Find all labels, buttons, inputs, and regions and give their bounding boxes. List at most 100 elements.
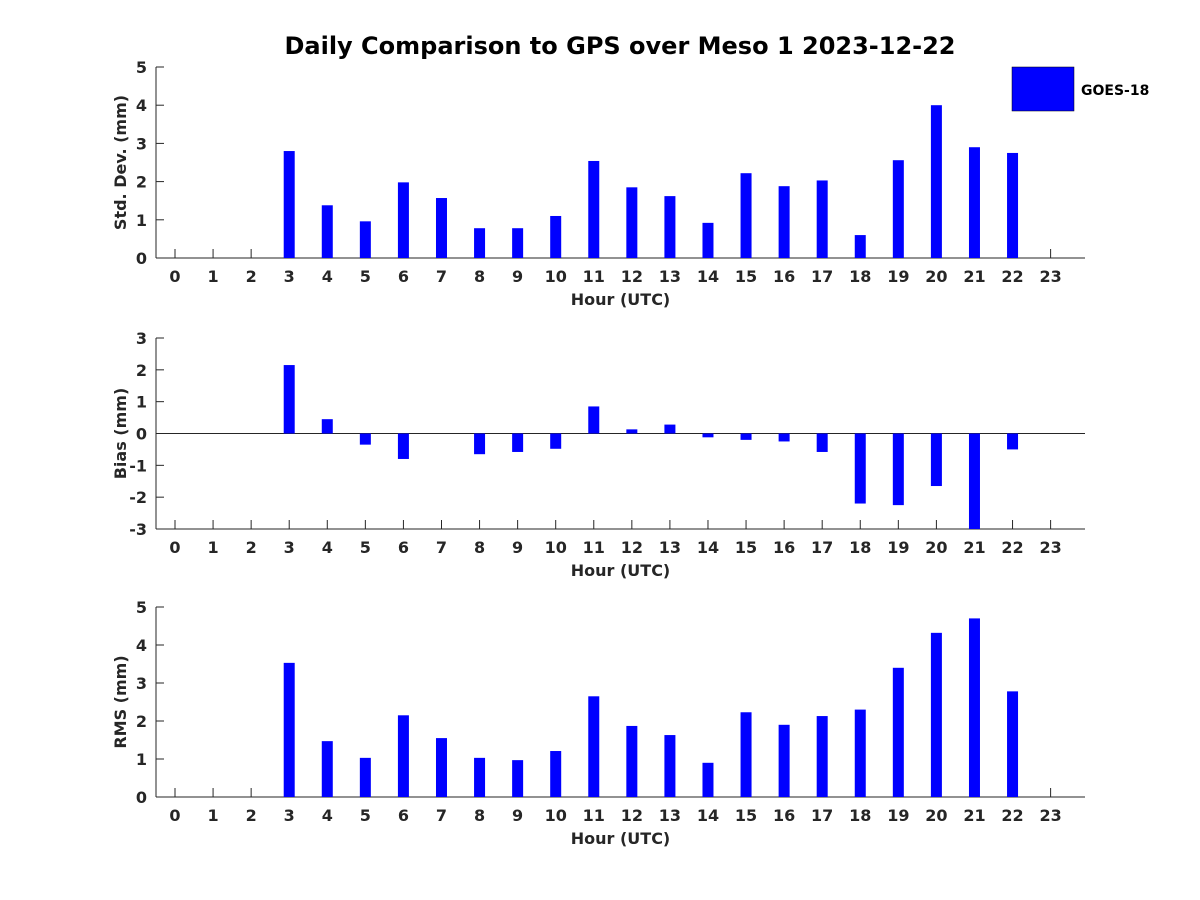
y-tick-label: 5 <box>136 598 147 617</box>
x-tick-label: 5 <box>360 267 371 286</box>
x-tick-label: 18 <box>849 538 871 557</box>
y-tick-label: 2 <box>136 173 147 192</box>
x-tick-label: 0 <box>169 267 180 286</box>
bar-rms-hour-8 <box>474 757 486 797</box>
x-tick-label: 22 <box>1001 806 1023 825</box>
y-axis-label: RMS (mm) <box>111 655 130 748</box>
x-tick-label: 23 <box>1039 806 1061 825</box>
y-axis-label: Bias (mm) <box>111 388 130 480</box>
x-tick-label: 3 <box>284 538 295 557</box>
x-tick-label: 17 <box>811 267 833 286</box>
bar-bias-hour-8 <box>474 433 486 455</box>
x-tick-label: 3 <box>284 806 295 825</box>
x-tick-label: 5 <box>360 538 371 557</box>
y-tick-label: 2 <box>136 361 147 380</box>
x-tick-label: 1 <box>207 267 218 286</box>
bar-bias-hour-9 <box>512 433 524 452</box>
bar-rms-hour-5 <box>359 757 371 797</box>
bar-rms-hour-16 <box>778 724 790 797</box>
y-tick-label: 0 <box>136 788 147 807</box>
bar-std-hour-18 <box>854 235 866 258</box>
y-tick-label: 1 <box>136 750 147 769</box>
y-tick-label: 1 <box>136 211 147 230</box>
x-tick-label: 10 <box>545 806 567 825</box>
x-tick-label: 12 <box>621 806 643 825</box>
y-tick-label: -3 <box>129 520 147 539</box>
bar-bias-hour-15 <box>740 433 752 440</box>
x-tick-label: 21 <box>963 538 985 557</box>
x-tick-label: 3 <box>284 267 295 286</box>
x-tick-label: 20 <box>925 267 947 286</box>
bar-rms-hour-18 <box>854 709 866 797</box>
bar-bias-hour-13 <box>664 424 676 434</box>
bar-rms-hour-6 <box>397 715 409 797</box>
x-tick-label: 19 <box>887 538 909 557</box>
bar-bias-hour-10 <box>550 433 562 449</box>
x-tick-label: 22 <box>1001 538 1023 557</box>
x-tick-label: 15 <box>735 806 757 825</box>
bar-std-hour-3 <box>283 151 295 258</box>
bar-bias-hour-11 <box>588 406 600 434</box>
bar-std-hour-15 <box>740 173 752 258</box>
x-tick-label: 15 <box>735 267 757 286</box>
y-axis-label: Std. Dev. (mm) <box>111 95 130 230</box>
x-tick-label: 23 <box>1039 538 1061 557</box>
bar-bias-hour-6 <box>397 433 409 459</box>
x-tick-label: 4 <box>322 267 333 286</box>
y-tick-label: 0 <box>136 249 147 268</box>
bar-rms-hour-12 <box>626 725 638 797</box>
bar-std-hour-14 <box>702 222 714 258</box>
y-tick-label: 1 <box>136 393 147 412</box>
x-tick-label: 6 <box>398 267 409 286</box>
x-tick-label: 23 <box>1039 267 1061 286</box>
bar-std-hour-16 <box>778 186 790 258</box>
x-tick-label: 19 <box>887 267 909 286</box>
x-axis-label: Hour (UTC) <box>571 561 671 580</box>
bar-std-hour-9 <box>512 228 524 258</box>
bar-std-hour-4 <box>321 205 333 258</box>
x-tick-label: 11 <box>583 806 605 825</box>
x-tick-label: 18 <box>849 806 871 825</box>
bar-bias-hour-5 <box>359 433 371 445</box>
bar-std-hour-5 <box>359 221 371 258</box>
legend: GOES-18 <box>1011 66 1149 112</box>
bar-rms-hour-17 <box>816 716 828 797</box>
bar-bias-hour-21 <box>968 433 980 529</box>
x-tick-label: 1 <box>207 538 218 557</box>
x-axis-label: Hour (UTC) <box>571 829 671 848</box>
x-tick-label: 22 <box>1001 267 1023 286</box>
bar-bias-hour-20 <box>930 433 942 487</box>
x-tick-label: 11 <box>583 538 605 557</box>
y-tick-label: 5 <box>136 58 147 77</box>
bar-std-hour-10 <box>550 215 562 258</box>
x-tick-label: 7 <box>436 267 447 286</box>
x-tick-label: 17 <box>811 806 833 825</box>
x-tick-label: 12 <box>621 538 643 557</box>
x-tick-label: 14 <box>697 267 719 286</box>
bar-rms-hour-19 <box>892 667 904 797</box>
bar-std-hour-11 <box>588 160 600 258</box>
bar-std-hour-6 <box>397 182 409 258</box>
x-tick-label: 19 <box>887 806 909 825</box>
x-tick-label: 7 <box>436 538 447 557</box>
bar-bias-hour-3 <box>283 365 295 434</box>
x-tick-label: 0 <box>169 806 180 825</box>
x-tick-label: 10 <box>545 538 567 557</box>
x-tick-label: 13 <box>659 538 681 557</box>
x-tick-label: 6 <box>398 806 409 825</box>
chart-title: Daily Comparison to GPS over Meso 1 2023… <box>284 32 955 60</box>
bar-std-hour-19 <box>892 160 904 258</box>
x-tick-label: 1 <box>207 806 218 825</box>
y-tick-label: 4 <box>136 636 147 655</box>
bar-rms-hour-15 <box>740 712 752 797</box>
bar-rms-hour-9 <box>512 760 524 797</box>
bar-bias-hour-4 <box>321 419 333 434</box>
x-tick-label: 10 <box>545 267 567 286</box>
x-tick-label: 4 <box>322 806 333 825</box>
x-tick-label: 0 <box>169 538 180 557</box>
bar-rms-hour-11 <box>588 696 600 797</box>
bar-rms-hour-14 <box>702 762 714 797</box>
